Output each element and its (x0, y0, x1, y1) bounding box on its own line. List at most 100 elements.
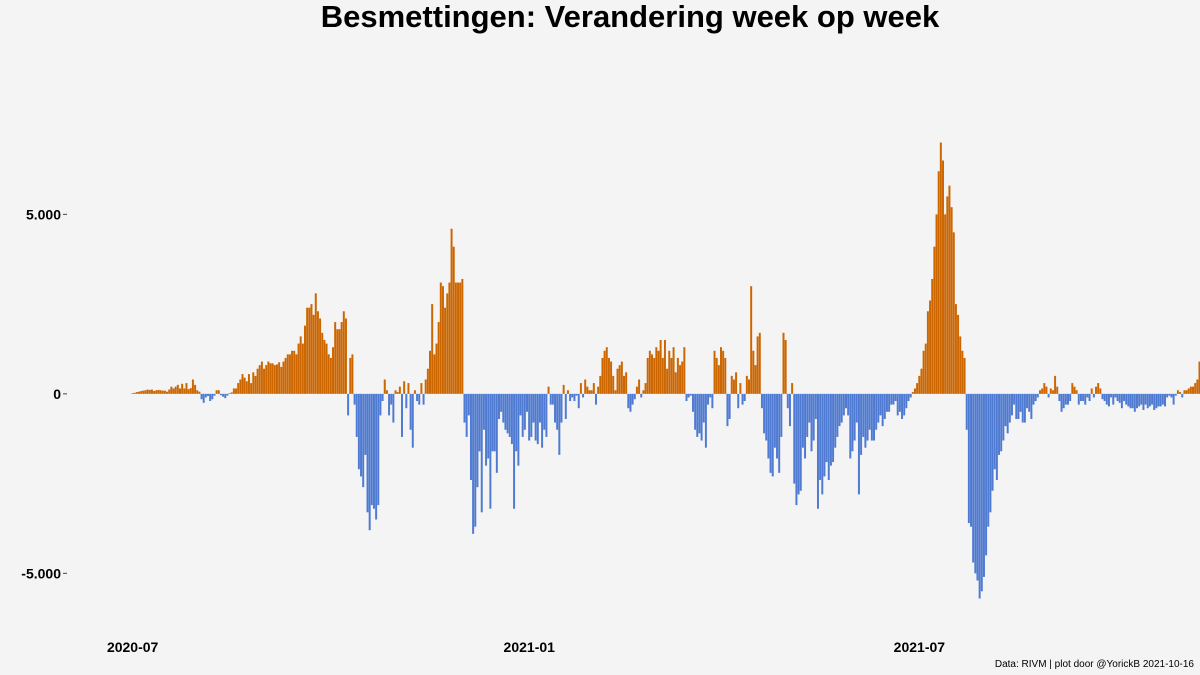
bar-decrease (763, 393, 766, 434)
bar-decrease (381, 393, 384, 402)
bar-increase (913, 388, 916, 394)
bar-increase (614, 390, 617, 394)
bar-increase (1049, 388, 1052, 394)
bar-increase (1097, 383, 1100, 394)
bar-decrease (1032, 393, 1035, 405)
bar-increase (597, 386, 600, 394)
bar-decrease (467, 393, 470, 416)
bar-decrease (1107, 393, 1110, 407)
bar-decrease (909, 393, 912, 398)
bar-increase (435, 343, 438, 394)
bar-decrease (487, 393, 490, 459)
bar-increase (321, 332, 324, 394)
bar-decrease (582, 393, 585, 398)
bar-decrease (480, 393, 483, 513)
bar-decrease (698, 393, 701, 434)
bar-decrease (1123, 393, 1126, 402)
bar-decrease (1084, 393, 1087, 405)
bar-increase (590, 390, 593, 394)
bar-increase (657, 350, 660, 394)
bar-increase (263, 368, 266, 394)
bar-decrease (594, 393, 597, 405)
chart-title: Besmettingen: Verandering week op week (321, 0, 940, 34)
bar-increase (142, 390, 145, 394)
bar-decrease (849, 393, 852, 459)
bar-increase (732, 379, 735, 394)
bar-increase (291, 350, 294, 394)
bar-decrease (1138, 393, 1141, 407)
bar-increase (157, 389, 160, 394)
bar-decrease (991, 393, 994, 491)
bar-decrease (379, 393, 382, 416)
bar-increase (713, 350, 716, 394)
bar-decrease (560, 393, 563, 423)
bar-decrease (489, 393, 492, 509)
bar-decrease (760, 393, 763, 409)
bar-decrease (907, 393, 910, 402)
bar-increase (181, 383, 184, 394)
bar-increase (327, 354, 330, 394)
bar-decrease (1161, 393, 1164, 405)
bar-increase (722, 350, 725, 394)
bar-decrease (860, 393, 863, 455)
bar-decrease (1017, 393, 1020, 419)
bar-decrease (704, 393, 707, 448)
bar-decrease (1129, 393, 1132, 409)
bar-increase (235, 388, 238, 394)
bar-decrease (577, 393, 580, 409)
bar-decrease (485, 393, 488, 466)
bar-increase (916, 383, 919, 394)
bar-increase (394, 390, 397, 394)
bar-increase (258, 365, 261, 394)
bar-decrease (819, 393, 822, 480)
bar-decrease (219, 393, 222, 396)
bar-decrease (360, 393, 363, 477)
bar-decrease (982, 393, 985, 577)
bar-decrease (978, 393, 981, 599)
bar-decrease (827, 393, 830, 480)
bar-decrease (1174, 393, 1177, 396)
bar-decrease (347, 393, 350, 416)
bar-increase (588, 390, 591, 394)
bar-decrease (1030, 393, 1033, 419)
bar-increase (431, 304, 434, 394)
bar-decrease (504, 393, 507, 430)
bar-increase (1095, 386, 1098, 394)
bar-increase (179, 388, 181, 394)
bar-increase (683, 347, 686, 394)
bar-decrease (786, 393, 789, 409)
bar-decrease (806, 393, 809, 437)
bar-decrease (728, 393, 731, 419)
bar-decrease (1166, 393, 1169, 398)
bar-increase (336, 329, 339, 394)
bar-decrease (1110, 393, 1113, 398)
bar-decrease (1118, 393, 1121, 403)
bar-decrease (689, 393, 692, 396)
bar-increase (161, 390, 164, 394)
bar-increase (194, 384, 197, 394)
bar-increase (1045, 386, 1048, 394)
bar-decrease (573, 393, 576, 402)
bar-increase (383, 379, 386, 394)
bar-increase (616, 368, 619, 394)
bar-increase (1075, 390, 1078, 394)
bar-decrease (515, 393, 518, 452)
bar-increase (295, 354, 298, 394)
bar-increase (791, 383, 794, 394)
bar-decrease (1010, 393, 1013, 416)
bar-increase (429, 350, 432, 394)
bar-increase (441, 286, 444, 394)
bar-decrease (987, 393, 990, 527)
bar-increase (720, 347, 722, 394)
bar-increase (754, 365, 757, 394)
bar-increase (183, 388, 186, 394)
bar-decrease (1153, 393, 1156, 410)
bar-decrease (801, 393, 804, 448)
bar-decrease (885, 393, 888, 412)
bar-decrease (506, 393, 509, 434)
bar-increase (961, 350, 964, 394)
bar-decrease (821, 393, 824, 495)
bar-increase (592, 383, 595, 394)
bar-increase (1196, 379, 1199, 394)
bar-increase (1051, 390, 1054, 394)
